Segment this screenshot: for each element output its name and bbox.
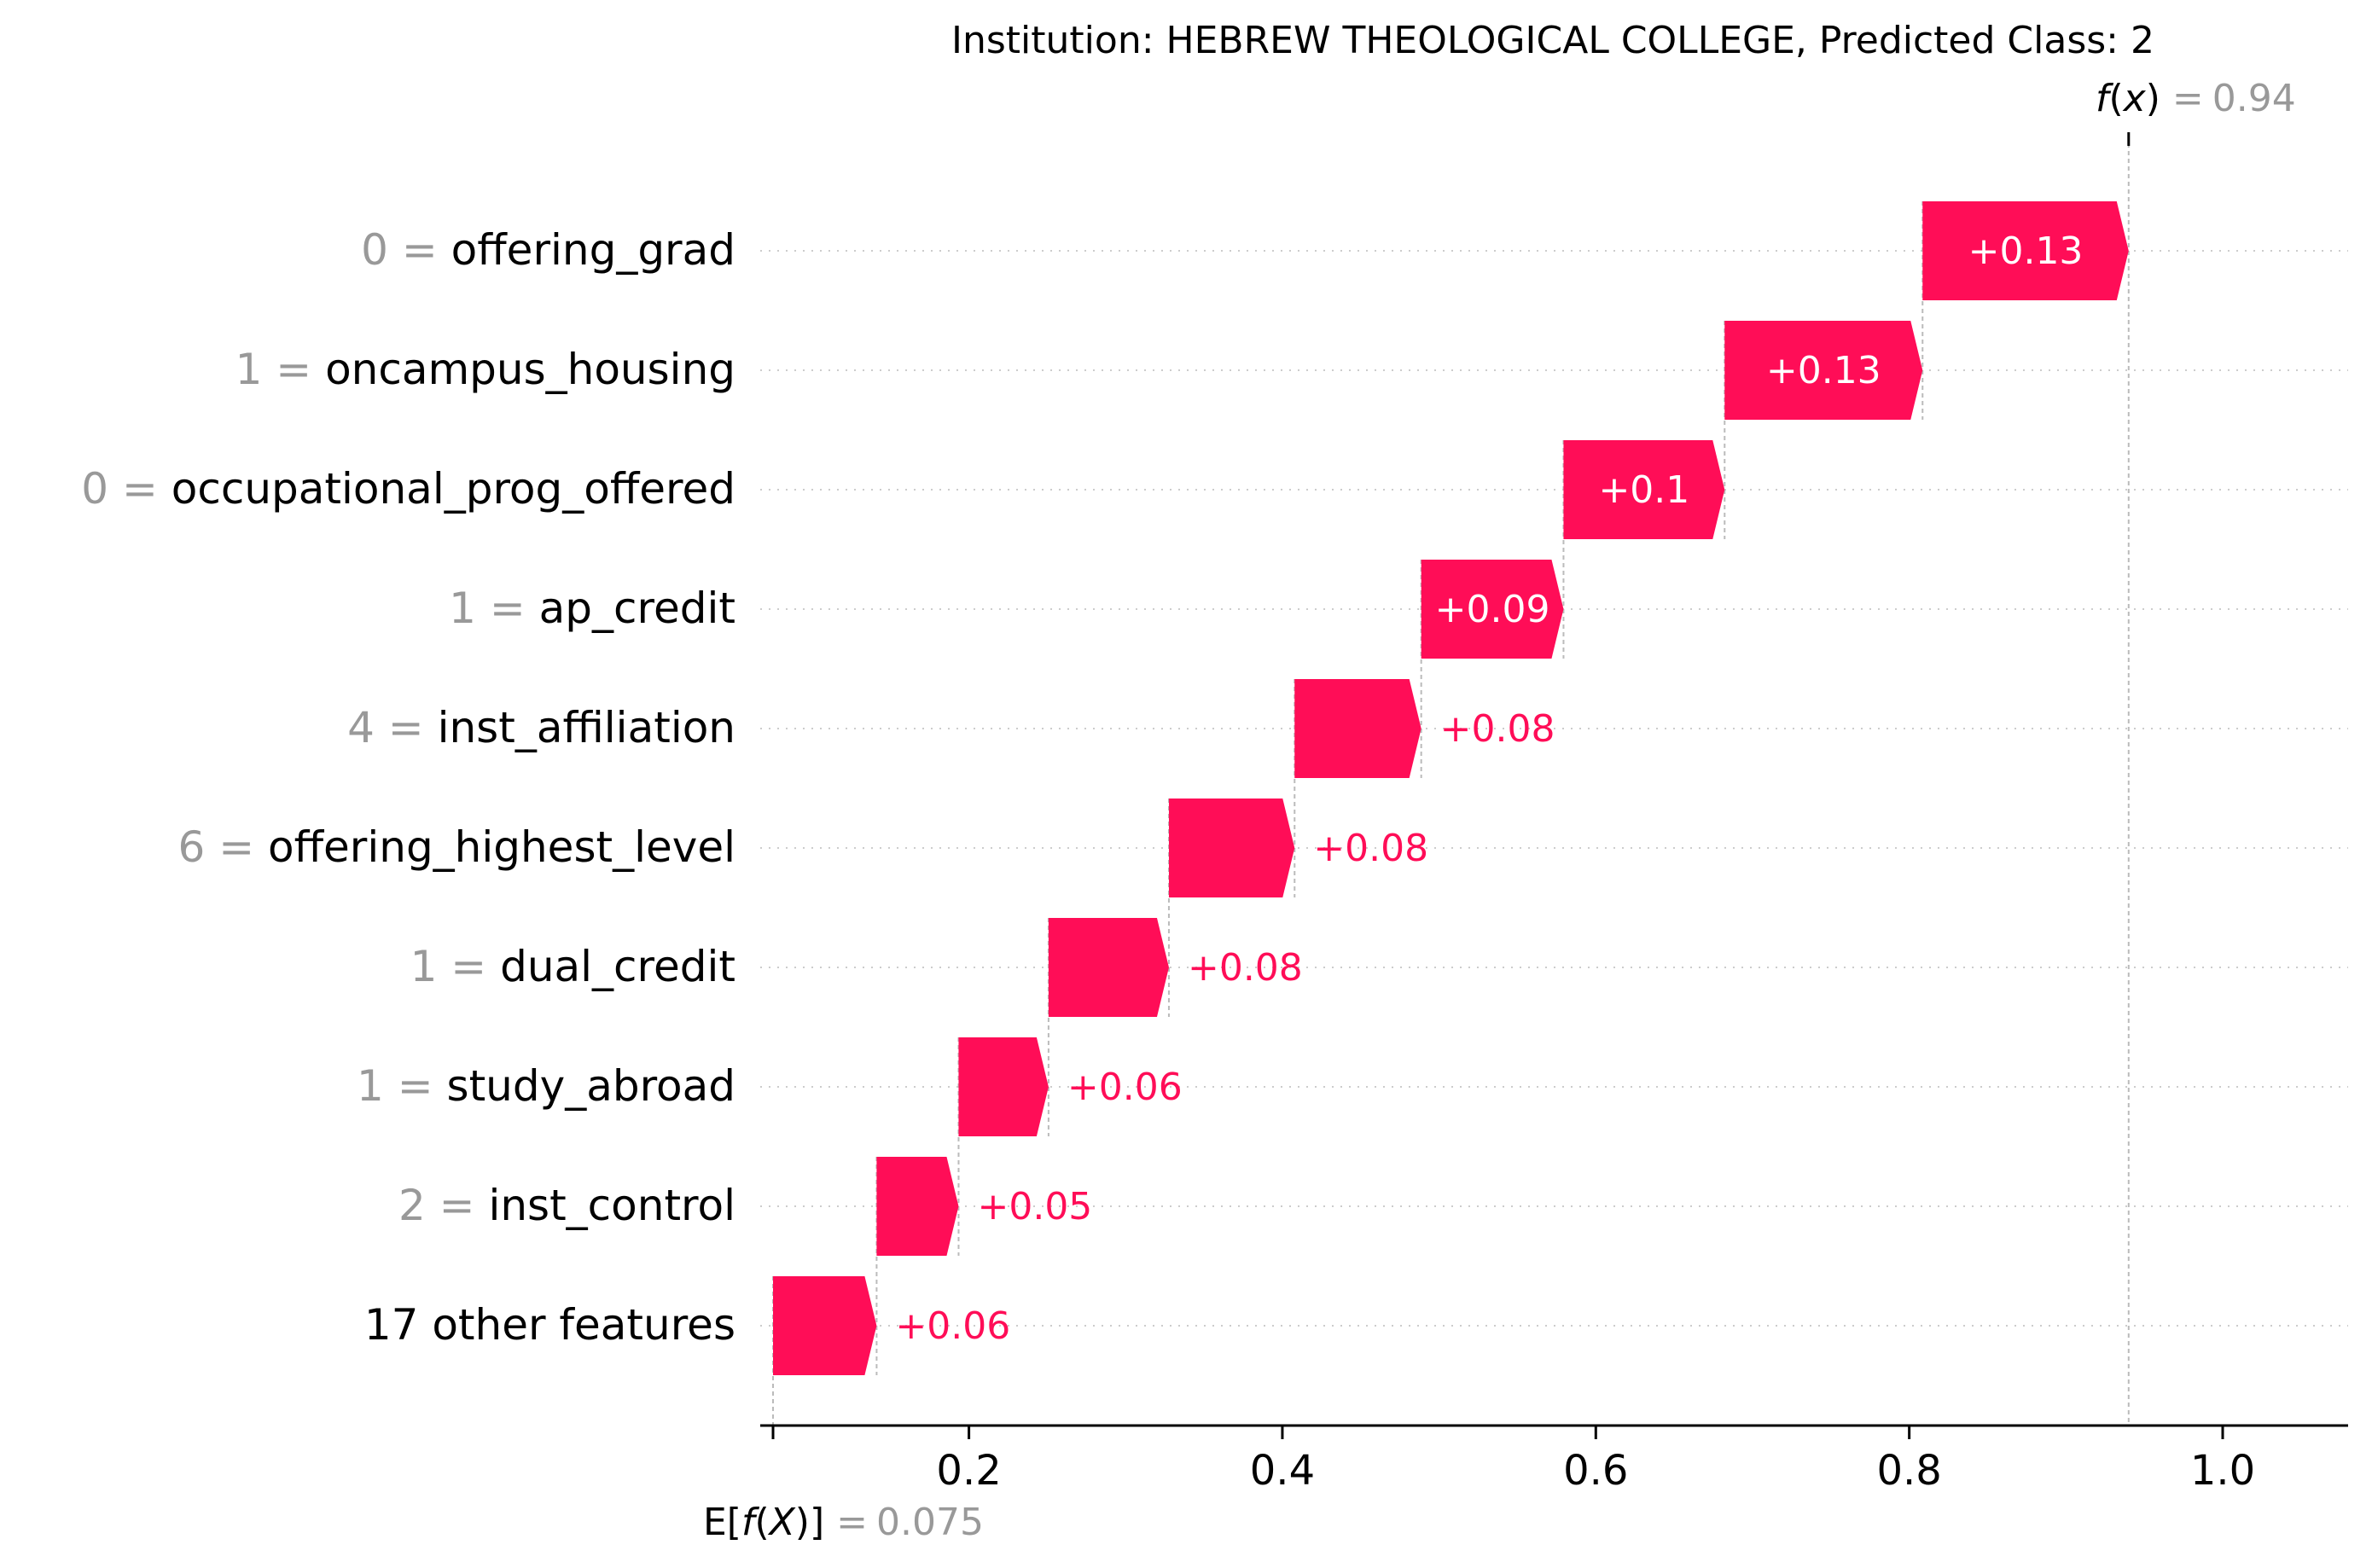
bar-value-label: +0.1 bbox=[1598, 468, 1689, 512]
feature-labels: 0 = offering_grad 1 = oncampus_housing 0 =… bbox=[81, 225, 735, 1350]
feature-value: 0 = bbox=[81, 464, 172, 514]
feature-value: 1 = bbox=[410, 942, 501, 991]
bar-value-label: +0.09 bbox=[1435, 588, 1550, 631]
feature-name: 17 other features bbox=[364, 1300, 735, 1350]
fx-annotation: f(x) = 0.94 bbox=[2096, 77, 2296, 120]
bar-value-label: +0.05 bbox=[977, 1185, 1092, 1228]
feature-value: 1 = bbox=[357, 1061, 447, 1111]
feature-value: 4 = bbox=[347, 703, 438, 752]
feature-value: 0 = bbox=[361, 225, 451, 275]
feature-name: oncampus_housing bbox=[325, 345, 735, 394]
x-tick-label: 0.8 bbox=[1876, 1447, 1941, 1495]
feature-name: inst_control bbox=[488, 1181, 735, 1230]
bar-value-label: +0.06 bbox=[1067, 1066, 1183, 1109]
base-e: E[ bbox=[703, 1501, 741, 1544]
gridlines bbox=[760, 250, 2348, 1327]
feature-label: 4 = inst_affiliation bbox=[347, 703, 735, 752]
feature-value: 1 = bbox=[235, 345, 326, 394]
bar bbox=[1294, 679, 1421, 778]
feature-label: 1 = study_abroad bbox=[357, 1061, 735, 1111]
bar bbox=[1421, 560, 1564, 659]
feature-label: 1 = dual_credit bbox=[410, 942, 735, 991]
feature-name: offering_grad bbox=[451, 225, 735, 275]
bar bbox=[1563, 440, 1725, 539]
feature-name: offering_highest_level bbox=[268, 822, 735, 872]
feature-name: inst_affiliation bbox=[438, 703, 735, 752]
feature-value: 1 = bbox=[449, 584, 539, 633]
feature-label: 2 = inst_control bbox=[398, 1181, 735, 1230]
bar bbox=[1922, 201, 2129, 300]
x-axis: 0.2 0.4 0.6 0.8 1.0 bbox=[760, 132, 2348, 1495]
feature-name: study_abroad bbox=[447, 1061, 735, 1111]
base-value: 0.075 bbox=[876, 1501, 984, 1544]
chart-title: Institution: HEBREW THEOLOGICAL COLLEGE,… bbox=[951, 19, 2154, 62]
feature-name: ap_credit bbox=[539, 584, 735, 633]
connector-lines bbox=[772, 143, 2130, 1426]
bar-value-label: +0.06 bbox=[895, 1304, 1010, 1348]
bar-value-label: +0.08 bbox=[1440, 707, 1555, 751]
bar bbox=[773, 1276, 877, 1375]
bar-value-label: +0.13 bbox=[1766, 349, 1881, 392]
base-annotation: E[f(X)] = 0.075 bbox=[703, 1501, 984, 1544]
x-tick-label: 0.6 bbox=[1563, 1447, 1628, 1495]
feature-name: occupational_prog_offered bbox=[172, 464, 735, 514]
feature-label: 1 = ap_credit bbox=[449, 584, 735, 633]
fx-value: 0.94 bbox=[2212, 77, 2296, 120]
fx-eq: = bbox=[2172, 77, 2204, 120]
bar bbox=[1048, 918, 1169, 1017]
feature-value: 6 = bbox=[178, 822, 269, 872]
x-tick-label: 0.2 bbox=[936, 1447, 1001, 1495]
x-tick-label: 1.0 bbox=[2190, 1447, 2255, 1495]
bar bbox=[1168, 799, 1295, 897]
bar-value-label: +0.13 bbox=[1968, 229, 2084, 273]
feature-name: dual_credit bbox=[500, 942, 735, 991]
base-close: ] bbox=[810, 1501, 824, 1544]
bar-value-label: +0.08 bbox=[1188, 946, 1303, 990]
feature-label: 0 = offering_grad bbox=[361, 225, 735, 275]
feature-label: 17 other features bbox=[364, 1300, 735, 1350]
fx-var: x bbox=[2122, 77, 2147, 120]
bars: +0.13 +0.13 +0.1 +0.09 +0.08 +0.08 +0.08 +0.06 +… bbox=[773, 201, 2129, 1375]
feature-value: 2 = bbox=[398, 1181, 489, 1230]
x-tick-label: 0.4 bbox=[1250, 1447, 1315, 1495]
bar bbox=[876, 1157, 959, 1256]
base-var: X bbox=[768, 1501, 796, 1544]
feature-label: 0 = occupational_prog_offered bbox=[81, 464, 735, 514]
bar bbox=[1724, 321, 1923, 420]
feature-label: 6 = offering_highest_level bbox=[178, 822, 736, 872]
feature-label: 1 = oncampus_housing bbox=[235, 345, 735, 394]
bar-value-label: +0.08 bbox=[1313, 827, 1428, 870]
base-eq: = bbox=[836, 1501, 868, 1544]
bar bbox=[958, 1037, 1049, 1136]
